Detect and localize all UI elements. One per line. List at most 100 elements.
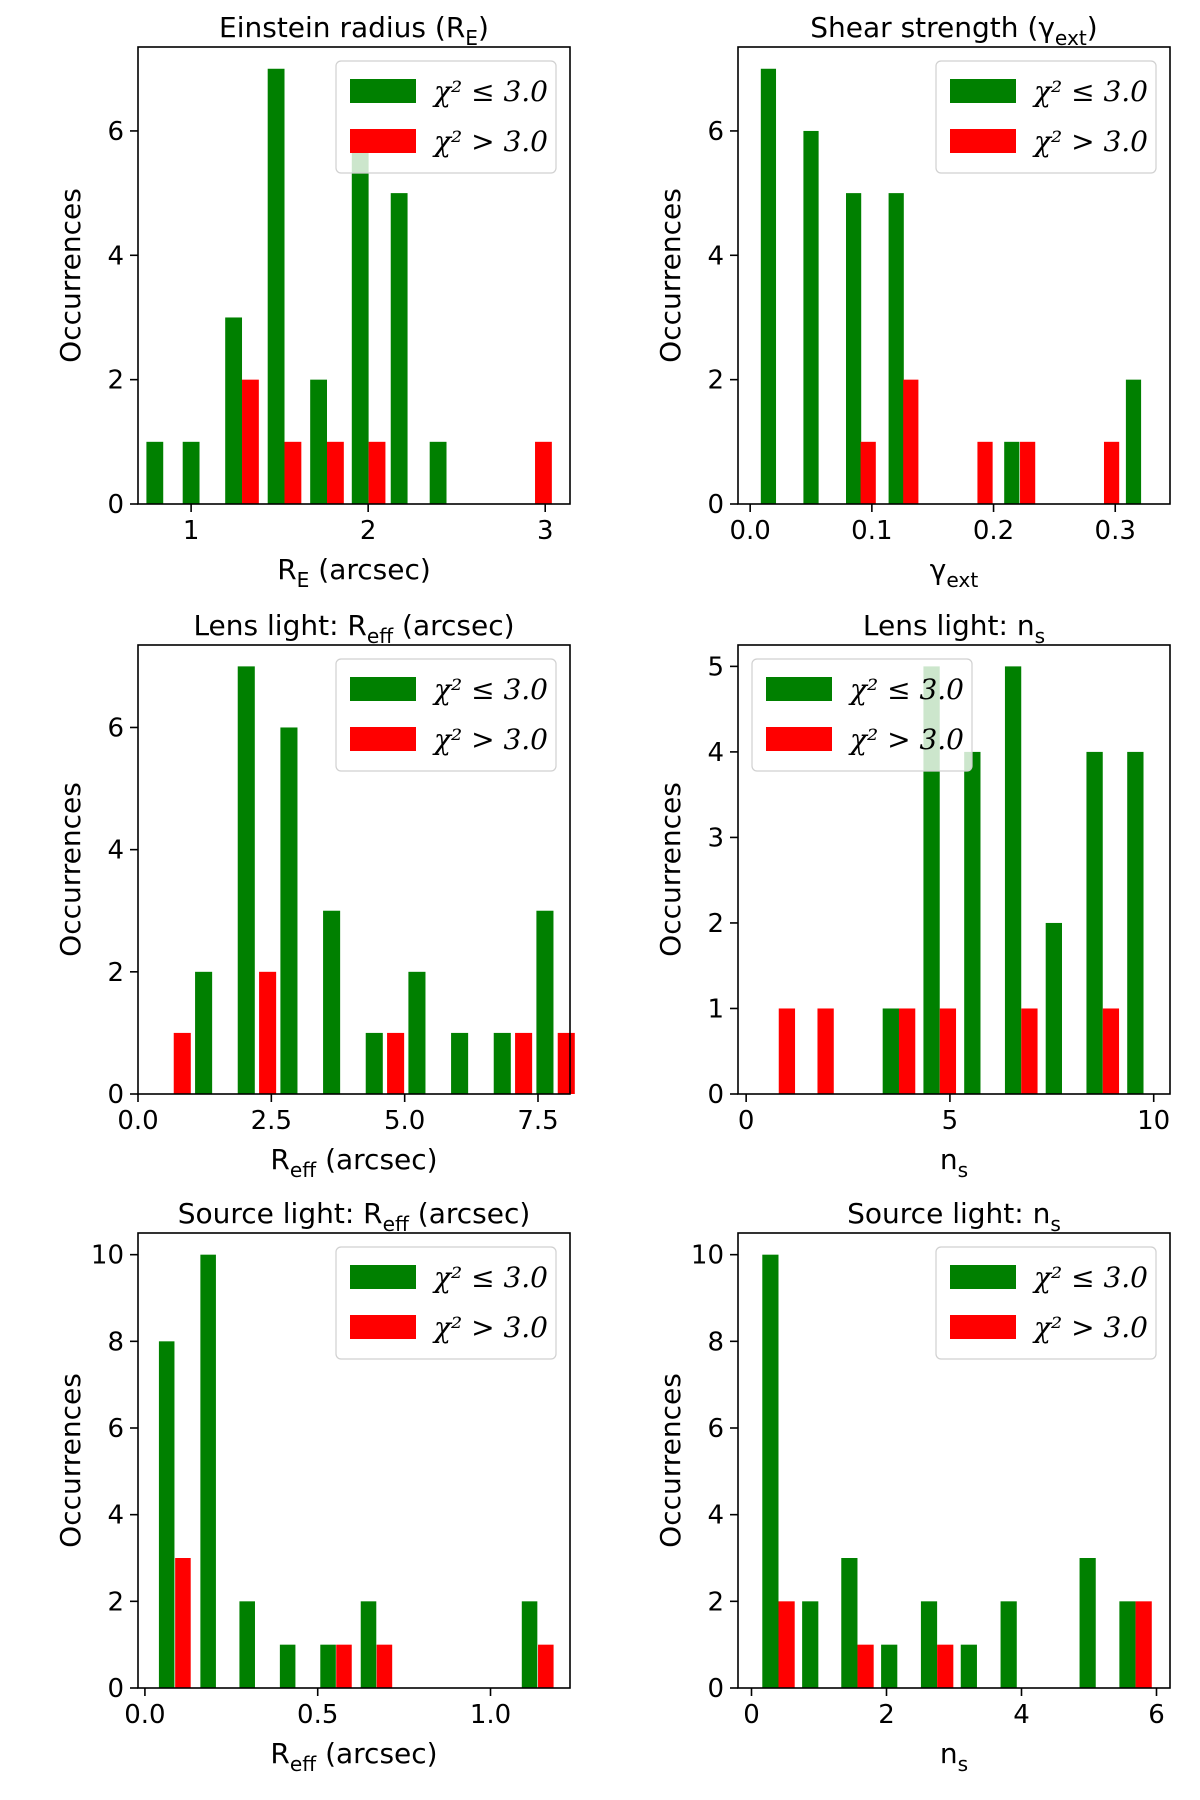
x-tick-label: 2.5 [251, 1106, 292, 1136]
x-axis-label-main: R [270, 1143, 289, 1176]
x-tick-label: 0.0 [117, 1106, 158, 1136]
green-bar [1045, 922, 1062, 1094]
x-axis-label: ns [940, 1737, 968, 1776]
x-axis-label-subscript: E [297, 568, 310, 592]
chart-title: Source light: ns [847, 1197, 1061, 1236]
red-bar [259, 971, 277, 1094]
y-tick-label: 0 [707, 490, 724, 520]
green-bar [195, 971, 213, 1094]
green-bar [200, 1254, 216, 1688]
legend-label: χ² ≤ 3.0 [848, 673, 964, 706]
y-tick-label: 6 [107, 713, 124, 743]
green-bar [146, 441, 164, 504]
green-bar [960, 1644, 977, 1688]
y-tick-label: 2 [107, 366, 124, 396]
legend-swatch [950, 1265, 1016, 1289]
chart-title-main: Source light: n [847, 1197, 1050, 1230]
y-tick-label: 8 [707, 1327, 724, 1357]
legend-swatch [350, 129, 416, 153]
chart-title-main: Lens light: R [193, 609, 366, 642]
legend: χ² ≤ 3.0 χ² > 3.0 [935, 60, 1157, 174]
x-tick-label: 0.2 [973, 516, 1014, 546]
y-axis-label: Occurrences [54, 188, 87, 363]
y-tick-label: 2 [707, 909, 724, 939]
y-tick-label: 4 [107, 836, 124, 866]
red-bar [1135, 1601, 1152, 1688]
chart-title: Lens light: Reff (arcsec) [193, 609, 514, 648]
red-bar [175, 1558, 191, 1688]
y-tick-label: 4 [707, 241, 724, 271]
chart-title-tail: ) [478, 11, 489, 44]
x-axis-label-main: R [270, 1737, 289, 1770]
green-bar [1119, 1601, 1136, 1688]
y-axis-label: Occurrences [654, 188, 687, 363]
green-bar [920, 1601, 938, 1688]
x-tick-label: 5.0 [384, 1106, 425, 1136]
x-tick-label: 0.3 [1095, 516, 1136, 546]
chart-title-subscript: E [465, 26, 478, 50]
y-tick-label: 2 [707, 366, 724, 396]
legend: χ² ≤ 3.0 χ² > 3.0 [335, 60, 557, 174]
legend: χ² ≤ 3.0 χ² > 3.0 [751, 658, 973, 772]
legend-label: χ² ≤ 3.0 [1032, 1261, 1148, 1294]
x-tick-label: 0.5 [297, 1700, 338, 1730]
x-tick-label: 1.0 [470, 1700, 511, 1730]
y-tick-label: 4 [107, 241, 124, 271]
green-bar [1004, 441, 1020, 504]
green-bar [803, 130, 819, 504]
green-bar [182, 441, 200, 504]
green-bar [536, 910, 554, 1094]
legend-label: χ² > 3.0 [1032, 1311, 1148, 1344]
legend-swatch [950, 79, 1016, 103]
red-bar [173, 1032, 191, 1094]
legend-swatch [950, 129, 1016, 153]
chart-title-main: Shear strength (γ [810, 11, 1055, 44]
y-tick-label: 1 [707, 994, 724, 1024]
red-bar [368, 441, 386, 504]
green-bar [888, 193, 904, 504]
x-tick-label: 0.1 [851, 516, 892, 546]
green-bar [762, 1254, 779, 1688]
y-tick-label: 3 [707, 823, 724, 853]
legend-label: χ² > 3.0 [432, 1311, 548, 1344]
red-bar [1021, 1008, 1038, 1094]
green-bar [1086, 751, 1103, 1094]
red-bar [242, 379, 259, 504]
chart-title-subscript: eff [383, 1212, 410, 1236]
green-bar [1127, 751, 1144, 1094]
green-bar [964, 751, 981, 1094]
chart-title-main: Source light: R [178, 1197, 383, 1230]
y-tick-label: 6 [107, 117, 124, 147]
axes-frame [737, 1232, 1171, 1689]
red-bar [857, 1644, 874, 1688]
green-bar [158, 1341, 175, 1688]
legend-swatch [350, 1265, 416, 1289]
x-axis-label: ns [940, 1143, 968, 1182]
green-bar [390, 193, 408, 504]
legend-swatch [350, 1315, 416, 1339]
axes-frame [137, 46, 571, 505]
red-bar [376, 1644, 393, 1688]
green-bar [365, 1032, 383, 1094]
y-tick-label: 4 [707, 738, 724, 768]
green-bar [323, 910, 341, 1094]
green-bar [760, 68, 777, 504]
x-axis-label-main: n [940, 1143, 958, 1176]
y-tick-label: 10 [691, 1241, 724, 1271]
red-bar [538, 1644, 554, 1688]
x-axis-label: Reff (arcsec) [270, 1143, 437, 1182]
x-tick-label: 10 [1137, 1106, 1170, 1136]
green-bar [280, 727, 298, 1094]
chart-title-main: Lens light: n [863, 609, 1035, 642]
y-tick-label: 10 [91, 1241, 124, 1271]
red-bar [778, 1008, 796, 1094]
y-tick-label: 6 [707, 117, 724, 147]
y-tick-label: 5 [707, 652, 724, 682]
red-bar [977, 441, 993, 504]
chart-title-main: Einstein radius (R [219, 11, 465, 44]
red-bar [387, 1032, 405, 1094]
